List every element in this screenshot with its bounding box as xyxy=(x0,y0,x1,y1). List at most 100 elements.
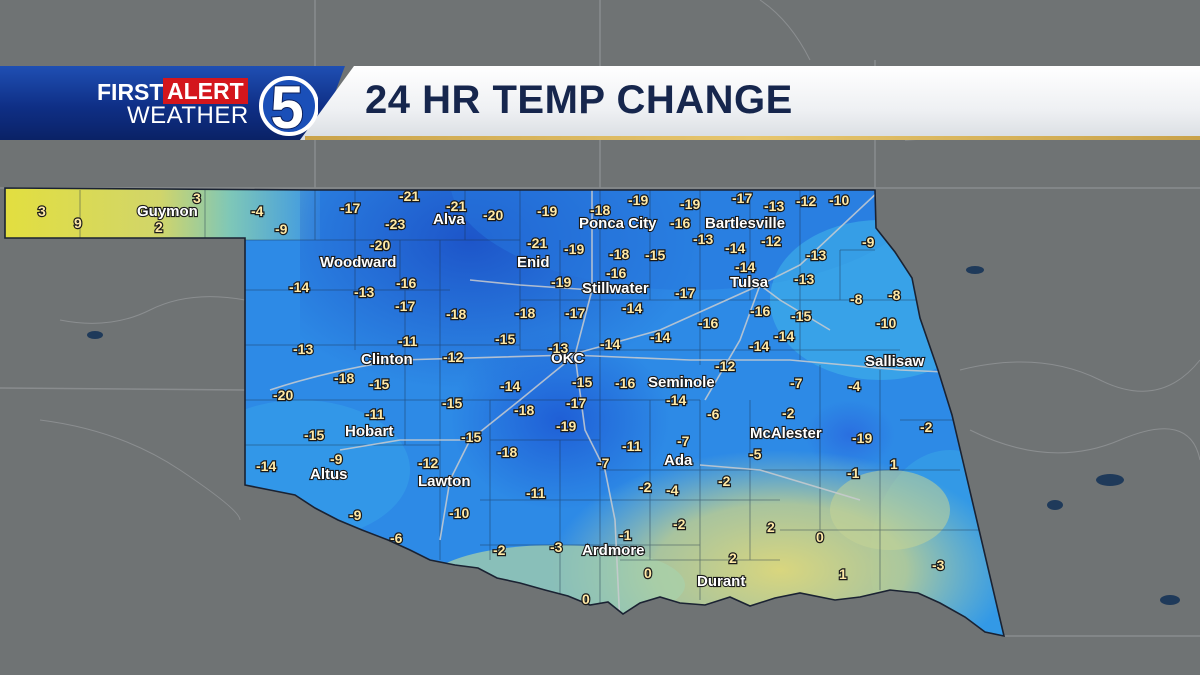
temp-value: -11 xyxy=(398,333,418,349)
temp-value: -12 xyxy=(715,358,735,374)
temp-value: -9 xyxy=(349,507,362,523)
temp-value: -15 xyxy=(572,374,592,390)
channel-5-logo: 5 xyxy=(259,73,318,138)
temp-value: -6 xyxy=(390,530,403,546)
temp-value: -2 xyxy=(493,542,506,558)
city-durant: Durant xyxy=(697,573,745,590)
temp-value: -19 xyxy=(628,192,648,208)
temp-value: -11 xyxy=(526,485,546,501)
temp-value: -10 xyxy=(829,192,849,208)
city-alva: Alva xyxy=(433,211,465,228)
city-bartlesville: Bartlesville xyxy=(705,215,785,232)
temp-value: -10 xyxy=(876,315,896,331)
temp-value: -13 xyxy=(764,198,784,214)
city-lawton: Lawton xyxy=(418,473,471,490)
city-clinton: Clinton xyxy=(361,351,413,368)
temp-value: -13 xyxy=(693,231,713,247)
temp-value: -13 xyxy=(548,340,568,356)
temp-value: -17 xyxy=(566,395,586,411)
temp-value: -10 xyxy=(449,505,469,521)
temp-value: -18 xyxy=(334,370,354,386)
logo-first-text: FIRST xyxy=(97,79,164,105)
temp-value: -16 xyxy=(670,215,690,231)
temp-value: -21 xyxy=(446,198,466,214)
temp-value: -7 xyxy=(597,455,610,471)
temp-value: -18 xyxy=(514,402,534,418)
temp-value: -4 xyxy=(666,482,679,498)
temp-value: -12 xyxy=(761,233,781,249)
temp-value: 1 xyxy=(839,566,847,582)
temp-value: -12 xyxy=(418,455,438,471)
temp-value: -1 xyxy=(847,465,860,481)
temp-value: -16 xyxy=(615,375,635,391)
temp-value: -21 xyxy=(399,188,419,204)
temp-value: -12 xyxy=(796,193,816,209)
temp-value: -20 xyxy=(273,387,293,403)
temp-value: -20 xyxy=(483,207,503,223)
temp-value: -14 xyxy=(600,336,620,352)
temp-value: -15 xyxy=(461,429,481,445)
banner-accent-line xyxy=(305,136,1200,140)
city-mcalester: McAlester xyxy=(750,425,822,442)
temp-value: -14 xyxy=(735,259,755,275)
temp-value: -16 xyxy=(698,315,718,331)
city-enid: Enid xyxy=(517,254,550,271)
logo-weather-text: WEATHER xyxy=(127,102,249,129)
city-sallisaw: Sallisaw xyxy=(865,353,925,370)
temp-value: -16 xyxy=(396,275,416,291)
temp-value: -4 xyxy=(848,378,861,394)
temp-value: -18 xyxy=(446,306,466,322)
temp-value: 3 xyxy=(193,190,201,206)
temp-value: -18 xyxy=(515,305,535,321)
temp-value: -19 xyxy=(537,203,557,219)
temp-value: -19 xyxy=(556,418,576,434)
temp-value: -9 xyxy=(275,221,288,237)
temp-value: -2 xyxy=(639,479,652,495)
temp-value: -3 xyxy=(932,557,945,573)
city-okc: OKC xyxy=(551,350,585,367)
temp-value: -14 xyxy=(774,328,794,344)
temp-value: -23 xyxy=(385,216,405,232)
temp-value: 0 xyxy=(644,565,652,581)
temp-value: -13 xyxy=(354,284,374,300)
temp-value: -14 xyxy=(666,392,686,408)
temp-value: -13 xyxy=(293,341,313,357)
temp-value: -19 xyxy=(564,241,584,257)
temp-value: 0 xyxy=(582,591,590,607)
temp-value: -4 xyxy=(251,203,264,219)
temp-value: -6 xyxy=(707,406,720,422)
city-tulsa: Tulsa xyxy=(730,274,769,291)
city-ponca-city: Ponca City xyxy=(579,215,657,232)
logo-alert-text: ALERT xyxy=(163,78,248,104)
temp-value: -2 xyxy=(718,473,731,489)
temp-value: 3 xyxy=(38,203,46,219)
temp-value: -1 xyxy=(619,527,632,543)
city-seminole: Seminole xyxy=(648,374,715,391)
temp-value: -9 xyxy=(330,451,343,467)
temp-value: -8 xyxy=(850,291,863,307)
temp-value: -5 xyxy=(749,446,762,462)
page-title: 24 HR TEMP CHANGE xyxy=(365,78,793,122)
temp-value: -21 xyxy=(527,235,547,251)
temp-value: -19 xyxy=(680,196,700,212)
city-ardmore: Ardmore xyxy=(582,542,645,559)
temp-value: -14 xyxy=(289,279,309,295)
city-woodward: Woodward xyxy=(320,254,396,271)
temp-value: -17 xyxy=(395,298,415,314)
city-altus: Altus xyxy=(310,466,348,483)
temp-value: 1 xyxy=(890,456,898,472)
temp-value: -2 xyxy=(782,405,795,421)
temp-value: -19 xyxy=(551,274,571,290)
temp-value: -9 xyxy=(862,234,875,250)
temp-value: -14 xyxy=(500,378,520,394)
temp-value: -11 xyxy=(622,438,642,454)
temp-value: -2 xyxy=(673,516,686,532)
temp-value: -20 xyxy=(370,237,390,253)
temp-value: -13 xyxy=(806,247,826,263)
temp-value: -8 xyxy=(888,287,901,303)
temp-value: 0 xyxy=(816,529,824,545)
temp-value: -16 xyxy=(750,303,770,319)
temp-value: -14 xyxy=(622,300,642,316)
temp-value: -17 xyxy=(675,285,695,301)
